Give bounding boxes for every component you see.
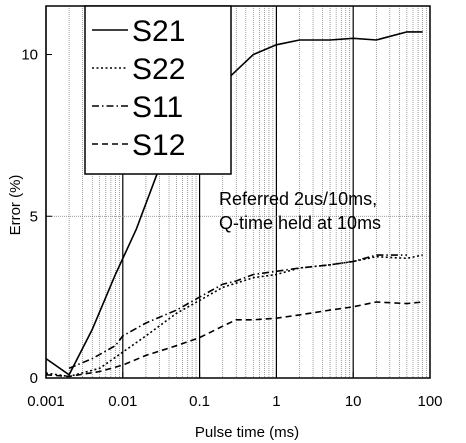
legend-label-s12: S12 [132,129,185,162]
x-tick-label: 100 [417,393,442,410]
x-tick-label: 10 [345,393,362,410]
y-axis-label: Error (%) [7,175,24,236]
legend-label-s21: S21 [132,15,185,48]
series-line-s11 [68,254,407,370]
legend-label-s22: S22 [132,53,185,86]
plot-frame [45,5,431,379]
y-tick-label: 10 [21,47,38,64]
y-tick-label: 0 [30,370,38,387]
x-tick-label: 1 [272,393,280,410]
annotation-line-2: Q-time held at 10ms [219,213,381,233]
x-axis-label: Pulse time (ms) [195,424,299,441]
y-tick-label: 5 [30,208,38,225]
annotation-line-1: Referred 2us/10ms, [219,189,377,209]
series-line-s22 [45,254,423,378]
legend: S21 S22 S11 S12 [84,5,232,175]
legend-label-s11: S11 [132,91,183,124]
legend-box [84,5,232,175]
series-line-s12 [45,301,423,378]
x-tick-label: 0.1 [189,393,210,410]
ticks: 0.001 0.01 0.1 1 10 100 0 5 10 [21,47,442,410]
x-tick-label: 0.001 [27,393,65,410]
x-tick-label: 0.01 [108,393,137,410]
